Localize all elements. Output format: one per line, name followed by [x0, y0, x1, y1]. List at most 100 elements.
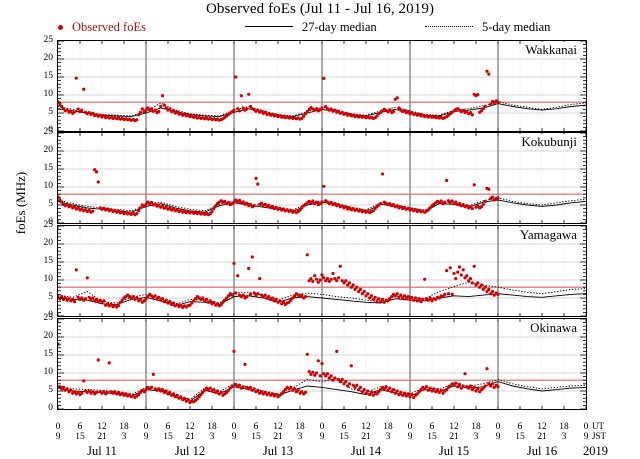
- x-tick-ut-2: 12: [97, 422, 107, 432]
- x-tick-jst-20: 9: [495, 432, 501, 442]
- x-tick-ut-11: 18: [295, 422, 305, 432]
- x-tick-ut-13: 6: [341, 422, 347, 432]
- x-tick-jst-10: 21: [273, 432, 283, 442]
- y-axis-title: foEs (MHz): [13, 171, 28, 235]
- x-axis: 0 9 6 15 12 21 18 3 0 9 6 15 12 21 18 3 0 9 6 15 12 21 18 3 0 9 6 1…: [0, 418, 640, 458]
- x-tick-ut-17: 6: [429, 422, 435, 432]
- x-tick-jst-0: 9: [55, 432, 61, 442]
- x-tick-jst-21: 15: [515, 432, 525, 442]
- x-tick-ut-4: 0: [143, 422, 149, 432]
- x-tick-jst-12: 9: [319, 432, 325, 442]
- x-tick-ut-20: 0: [495, 422, 501, 432]
- x-tick-jst-13: 15: [339, 432, 349, 442]
- x-tick-ut-23: 18: [559, 422, 569, 432]
- y-tick-0: 0: [48, 310, 53, 320]
- x-tick-ut-22: 12: [537, 422, 547, 432]
- x-tick-ut-10: 12: [273, 422, 283, 432]
- x-tick-jst-3: 3: [121, 432, 127, 442]
- y-tick-25: 25: [43, 220, 54, 230]
- x-tick-jst-6: 21: [185, 432, 195, 442]
- x-tick-jst-18: 21: [449, 432, 459, 442]
- x-tick-ut-21: 6: [517, 422, 523, 432]
- y-tick-5: 5: [48, 385, 53, 395]
- x-day-label-4: Jul 15: [438, 444, 470, 458]
- y-tick-15: 15: [43, 349, 54, 359]
- x-tick-jst-24: 9: [583, 432, 589, 442]
- x-tick-jst-5: 15: [163, 432, 173, 442]
- y-tick-5: 5: [48, 107, 53, 117]
- x-tick-jst-22: 21: [537, 432, 547, 442]
- x-tick-ut-24: 0: [583, 422, 589, 432]
- label-jst: JST: [592, 431, 607, 441]
- x-tick-ut-3: 18: [119, 422, 129, 432]
- y-tick-20: 20: [43, 53, 54, 63]
- x-tick-ut-5: 6: [165, 422, 171, 432]
- x-tick-ut-0: 0: [55, 422, 61, 432]
- y-tick-25: 25: [43, 313, 54, 323]
- legend-item-median27: 27-day median: [245, 20, 377, 35]
- x-tick-ut-6: 12: [185, 422, 195, 432]
- y-tick-25: 25: [43, 127, 54, 137]
- legend-item-observed: Observed foEs: [58, 20, 146, 35]
- panel-station-label: Wakkanai: [522, 42, 580, 58]
- x-tick-jst-14: 21: [361, 432, 371, 442]
- x-tick-jst-16: 9: [407, 432, 413, 442]
- y-tick-10: 10: [43, 89, 54, 99]
- x-tick-ut-16: 0: [407, 422, 413, 432]
- x-tick-jst-4: 9: [143, 432, 149, 442]
- panel-station-label: Okinawa: [527, 320, 580, 336]
- y-tick-20: 20: [43, 331, 54, 341]
- x-tick-jst-11: 3: [297, 432, 303, 442]
- chart-title: Observed foEs (Jul 11 - Jul 16, 2019): [205, 1, 435, 17]
- x-tick-ut-14: 12: [361, 422, 371, 432]
- panel-kokubunji: Kokubunji: [57, 132, 587, 224]
- x-tick-ut-8: 0: [231, 422, 237, 432]
- y-tick-10: 10: [43, 274, 54, 284]
- y-tick-20: 20: [43, 145, 54, 155]
- x-tick-ut-9: 6: [253, 422, 259, 432]
- x-tick-jst-1: 15: [75, 432, 85, 442]
- y-tick-10: 10: [43, 367, 54, 377]
- solid-line-icon: [245, 25, 293, 27]
- label-ut: UT: [592, 421, 604, 431]
- dotted-line-icon: [425, 25, 473, 27]
- x-tick-jst-17: 15: [427, 432, 437, 442]
- x-day-label-0: Jul 11: [87, 444, 117, 458]
- x-tick-ut-18: 12: [449, 422, 459, 432]
- x-tick-ut-15: 18: [383, 422, 393, 432]
- x-day-label-3: Jul 14: [350, 444, 382, 458]
- x-tick-ut-7: 18: [207, 422, 217, 432]
- legend-label-median27: 27-day median: [302, 20, 377, 34]
- x-tick-ut-12: 0: [319, 422, 325, 432]
- x-tick-jst-7: 3: [209, 432, 215, 442]
- y-tick-0: 0: [48, 217, 53, 227]
- x-tick-jst-23: 3: [561, 432, 567, 442]
- x-tick-ut-19: 18: [471, 422, 481, 432]
- x-tick-jst-9: 15: [251, 432, 261, 442]
- x-tick-jst-15: 3: [385, 432, 391, 442]
- x-day-label-2: Jul 13: [262, 444, 294, 458]
- y-tick-0: 0: [48, 125, 53, 135]
- x-tick-jst-2: 21: [97, 432, 107, 442]
- legend-label-median5: 5-day median: [482, 20, 551, 34]
- y-tick-15: 15: [43, 71, 54, 81]
- panel-station-label: Kokubunji: [518, 134, 580, 150]
- x-day-label-5: Jul 16: [526, 444, 558, 458]
- panel-okinawa: Okinawa: [57, 318, 587, 410]
- y-tick-25: 25: [43, 35, 54, 45]
- panel-yamagawa: Yamagawa: [57, 225, 587, 317]
- x-axis-timezone-labels: UT JST: [592, 421, 606, 441]
- y-tick-15: 15: [43, 256, 54, 266]
- y-tick-5: 5: [48, 199, 53, 209]
- legend-item-median5: 5-day median: [425, 20, 550, 35]
- x-day-label-1: Jul 12: [174, 444, 206, 458]
- x-tick-jst-8: 9: [231, 432, 237, 442]
- panel-station-label: Yamagawa: [516, 227, 580, 243]
- panel-wakkanai: Wakkanai: [57, 40, 587, 132]
- y-tick-15: 15: [43, 163, 54, 173]
- observed-dot-icon: [58, 24, 63, 30]
- y-tick-20: 20: [43, 238, 54, 248]
- x-axis-year-label: 2019: [583, 444, 608, 458]
- y-tick-10: 10: [43, 181, 54, 191]
